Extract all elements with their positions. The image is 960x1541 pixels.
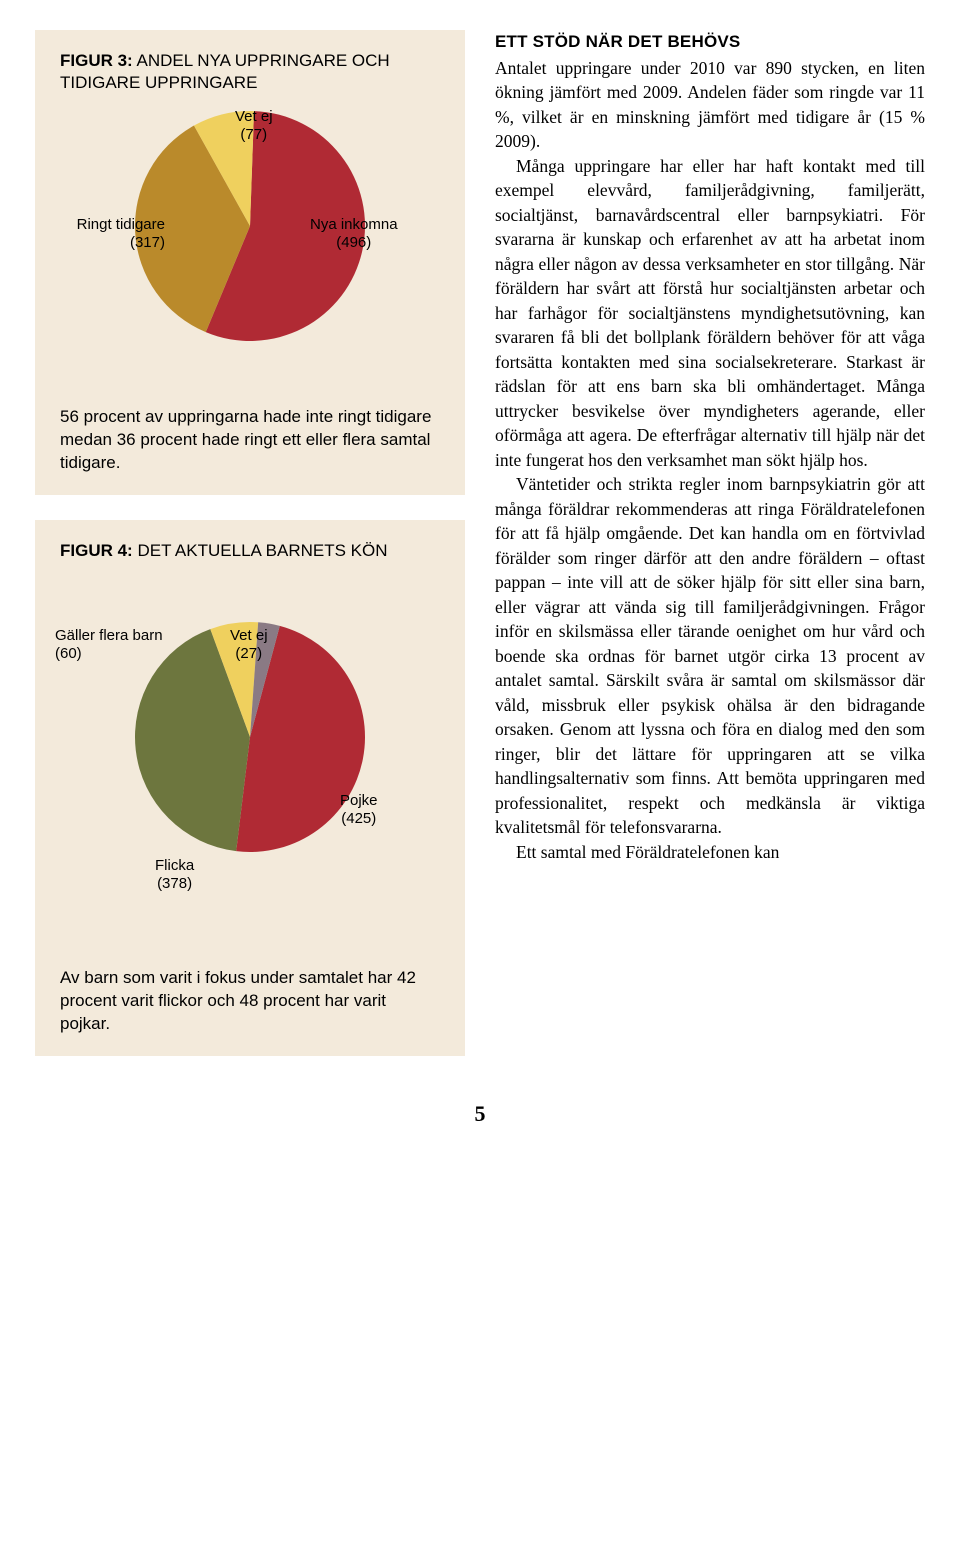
figure-4-caption: Av barn som varit i fokus under samtalet…	[60, 967, 440, 1036]
body-para-3: Väntetider och strikta regler inom barnp…	[495, 472, 925, 840]
label-text: Gäller flera barn	[55, 627, 163, 644]
figure-3-title: FIGUR 3: ANDEL NYA UPPRINGARE OCH TIDIGA…	[60, 50, 440, 94]
label-count: (378)	[157, 875, 192, 892]
figure-3-label-vetej: Vet ej (77)	[235, 108, 273, 144]
figure-4-label-pojke: Pojke (425)	[340, 792, 378, 828]
figure-4-title-bold: FIGUR 4:	[60, 541, 133, 560]
figure-3-title-bold: FIGUR 3:	[60, 51, 133, 70]
figure-3-label-nya: Nya inkomna (496)	[310, 216, 398, 252]
label-text: Ringt tidigare	[77, 216, 165, 233]
body-para-4: Ett samtal med Föräldratelefonen kan	[495, 840, 925, 865]
label-count: (27)	[235, 645, 262, 662]
label-count: (425)	[341, 810, 376, 827]
left-column: FIGUR 3: ANDEL NYA UPPRINGARE OCH TIDIGA…	[35, 30, 465, 1081]
right-column: ETT STÖD NÄR DET BEHÖVS Antalet uppringa…	[495, 30, 925, 1081]
body-para-2: Många uppringare har eller har haft kont…	[495, 154, 925, 473]
label-count: (317)	[130, 234, 165, 251]
label-count: (77)	[240, 126, 267, 143]
label-count: (496)	[336, 234, 371, 251]
page-content: FIGUR 3: ANDEL NYA UPPRINGARE OCH TIDIGA…	[0, 0, 960, 1101]
figure-4-label-vetej: Vet ej (27)	[230, 627, 268, 663]
label-count: (60)	[55, 645, 82, 662]
body-para-1: Antalet uppringare under 2010 var 890 st…	[495, 56, 925, 154]
figure-4-label-galler: Gäller flera barn (60)	[55, 627, 185, 663]
figure-4-box: FIGUR 4: DET AKTUELLA BARNETS KÖN Gäller…	[35, 520, 465, 1056]
figure-3-caption: 56 procent av uppringarna hade inte ring…	[60, 406, 440, 475]
figure-4-title-light: DET AKTUELLA BARNETS KÖN	[133, 541, 388, 560]
figure-4-label-flicka: Flicka (378)	[155, 857, 194, 893]
label-text: Flicka	[155, 857, 194, 874]
figure-3-pie-container: Vet ej (77) Ringt tidigare (317) Nya ink…	[60, 106, 440, 396]
page-number: 5	[0, 1101, 960, 1147]
label-text: Vet ej	[235, 108, 273, 125]
label-text: Vet ej	[230, 627, 268, 644]
figure-3-label-ringt: Ringt tidigare (317)	[55, 216, 165, 252]
figure-4-title: FIGUR 4: DET AKTUELLA BARNETS KÖN	[60, 540, 440, 562]
body-heading: ETT STÖD NÄR DET BEHÖVS	[495, 30, 925, 54]
label-text: Nya inkomna	[310, 216, 398, 233]
figure-4-pie-container: Gäller flera barn (60) Vet ej (27) Flick…	[60, 617, 440, 957]
label-text: Pojke	[340, 792, 378, 809]
figure-3-box: FIGUR 3: ANDEL NYA UPPRINGARE OCH TIDIGA…	[35, 30, 465, 495]
